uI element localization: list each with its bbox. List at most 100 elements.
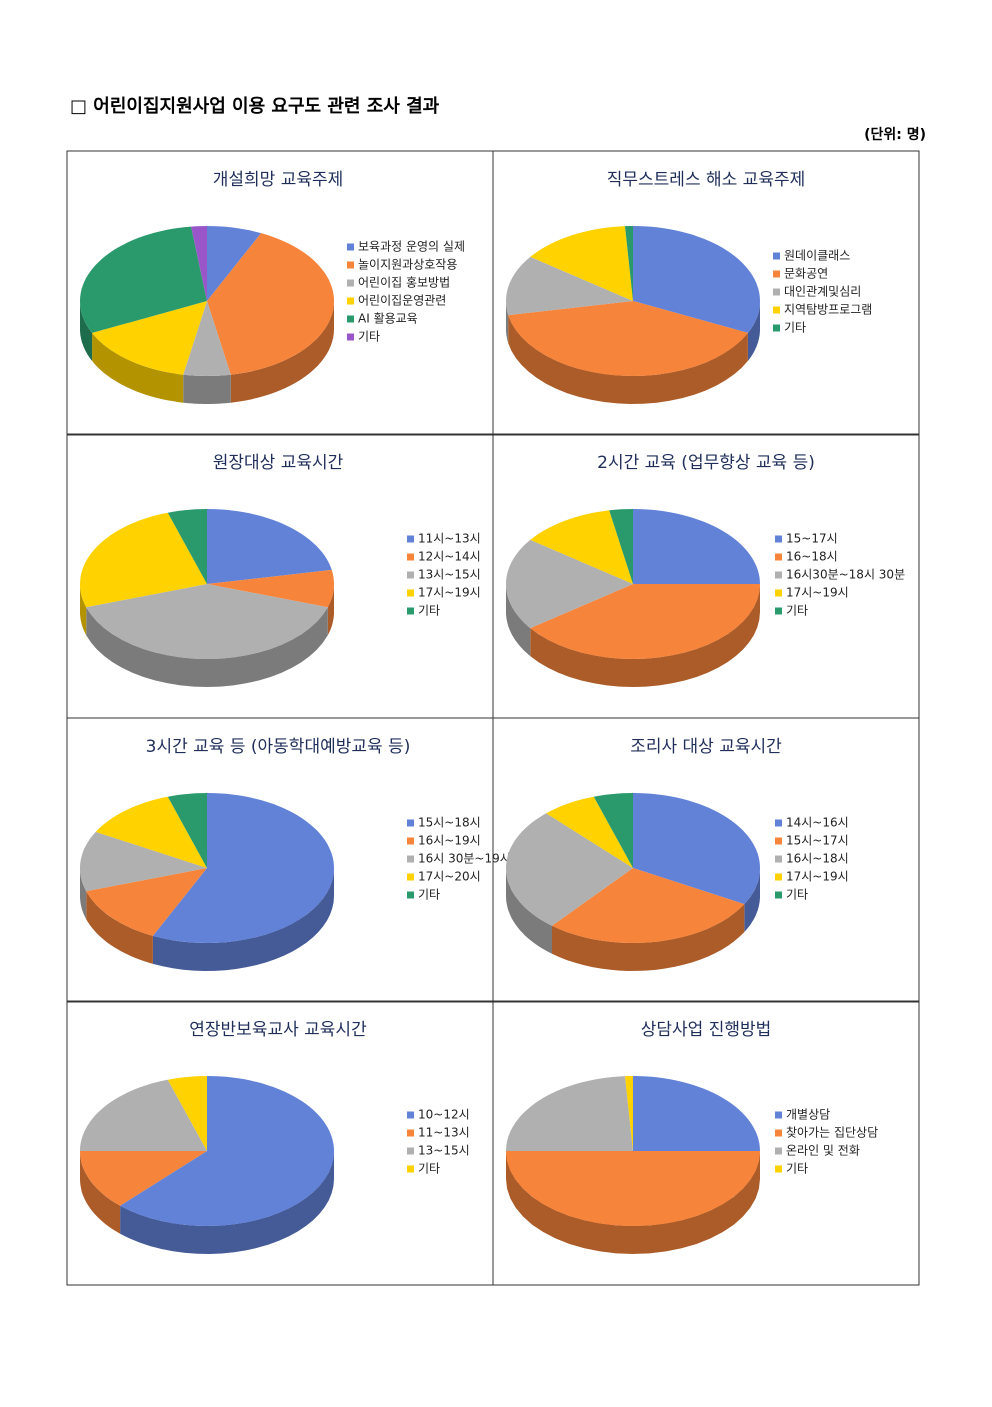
pie-slice <box>633 793 760 905</box>
pie-slice <box>86 584 328 659</box>
pie-slice <box>183 301 231 376</box>
pie-slice <box>546 796 633 868</box>
pie-slice <box>207 509 332 584</box>
legend-label: 기타 <box>418 604 440 618</box>
pie-side <box>152 868 334 971</box>
pie-slice <box>80 512 207 608</box>
legend-label: 17시~19시 <box>786 586 849 600</box>
pie-side <box>80 1151 121 1234</box>
legend-label: 11~13시 <box>418 1126 470 1140</box>
legend-label: 11시~13시 <box>418 532 481 546</box>
legend-swatch <box>775 607 782 615</box>
pie-side <box>506 584 531 657</box>
pie-slice <box>552 868 745 943</box>
pie-slice <box>633 1076 760 1151</box>
legend-swatch <box>407 535 414 543</box>
legend-label: 13시~15시 <box>418 568 481 582</box>
legend-swatch <box>775 855 782 863</box>
legend-swatch <box>775 571 782 579</box>
legend-swatch <box>775 589 782 597</box>
legend-swatch <box>347 333 354 341</box>
legend-swatch <box>407 855 414 863</box>
legend-swatch <box>775 819 782 827</box>
legend-swatch <box>347 261 354 269</box>
pie-slice <box>207 226 262 301</box>
legend-swatch <box>407 837 414 845</box>
pie-slice <box>530 510 633 584</box>
pie-slice <box>609 509 633 584</box>
legend-label: 15시~18시 <box>418 816 481 830</box>
legend-swatch <box>407 553 414 561</box>
legend-swatch <box>775 1129 782 1137</box>
legend-swatch <box>407 607 414 615</box>
pie-side <box>506 868 552 954</box>
legend-swatch <box>773 324 780 332</box>
pie-slice <box>506 539 633 629</box>
legend-swatch <box>773 288 780 296</box>
legend-swatch <box>773 252 780 260</box>
pie-slice <box>80 831 207 892</box>
pie-side <box>327 584 334 636</box>
pie-slice <box>506 1076 633 1151</box>
pie-slice <box>633 226 760 333</box>
pie-slice <box>167 793 207 868</box>
legend-label: 16시~18시 <box>786 852 849 866</box>
pie-slice <box>530 584 760 659</box>
legend-swatch <box>407 891 414 899</box>
pie-side <box>744 868 760 933</box>
pie-side <box>80 301 93 361</box>
pie-side <box>86 607 328 687</box>
legend-label: AI 활용교육 <box>358 312 418 326</box>
legend-swatch <box>775 873 782 881</box>
pie-slice <box>593 793 633 868</box>
pie-side <box>506 301 509 344</box>
legend-label: 찾아가는 집단상담 <box>786 1126 878 1140</box>
legend-label: 개별상담 <box>786 1108 830 1122</box>
legend-swatch <box>347 243 354 251</box>
chart-title: 원장대상 교육시간 <box>213 453 344 473</box>
legend-swatch <box>775 1165 782 1173</box>
legend-label: 17시~19시 <box>418 586 481 600</box>
chart-title: 개설희망 교육주제 <box>213 170 344 190</box>
pie-slice <box>506 256 633 316</box>
legend-label: 기타 <box>418 888 440 902</box>
legend-swatch <box>775 1147 782 1155</box>
pie-side <box>86 891 153 964</box>
legend-label: 온라인 및 전화 <box>786 1144 860 1158</box>
pie-side <box>80 868 87 920</box>
pie-slice <box>625 1076 633 1151</box>
legend-label: 10~12시 <box>418 1108 470 1122</box>
pie-slice <box>506 1151 760 1226</box>
pie-slice <box>95 796 207 868</box>
legend-label: 기타 <box>786 888 808 902</box>
legend-label: 15~17시 <box>786 532 838 546</box>
pie-slice <box>80 1151 207 1206</box>
legend-label: 어린이집 홍보방법 <box>358 276 450 290</box>
pie-side <box>80 584 87 636</box>
pie-side <box>747 301 760 361</box>
pie-side <box>92 332 184 403</box>
pie-slice <box>530 226 633 301</box>
pie-side <box>506 1151 760 1254</box>
pie-side <box>530 584 760 687</box>
legend-label: 17시~20시 <box>418 870 481 884</box>
legend-swatch <box>347 279 354 287</box>
legend-label: 지역탐방프로그램 <box>784 303 872 317</box>
pie-side <box>230 301 334 403</box>
chart-frame <box>492 1000 920 1286</box>
chart-title: 연장반보육교사 교육시간 <box>189 1020 367 1040</box>
legend-label: 13~15시 <box>418 1144 470 1158</box>
pie-slice <box>92 301 207 375</box>
legend-label: 기타 <box>358 330 380 344</box>
pie-slice <box>207 569 334 608</box>
legend-label: 보육과정 운영의 실제 <box>358 240 465 254</box>
page-title: □ 어린이집지원사업 이용 요구도 관련 조사 결과 <box>70 96 440 117</box>
pie-slice <box>167 1076 207 1151</box>
legend-swatch <box>407 1111 414 1119</box>
chart-title: 2시간 교육 (업무향상 교육 등) <box>597 453 815 473</box>
legend-swatch <box>775 553 782 561</box>
pie-side <box>508 315 748 404</box>
chart-title: 3시간 교육 등 (아동학대예방교육 등) <box>146 737 411 757</box>
legend-label: 16시30분~18시 30분 <box>786 568 905 582</box>
